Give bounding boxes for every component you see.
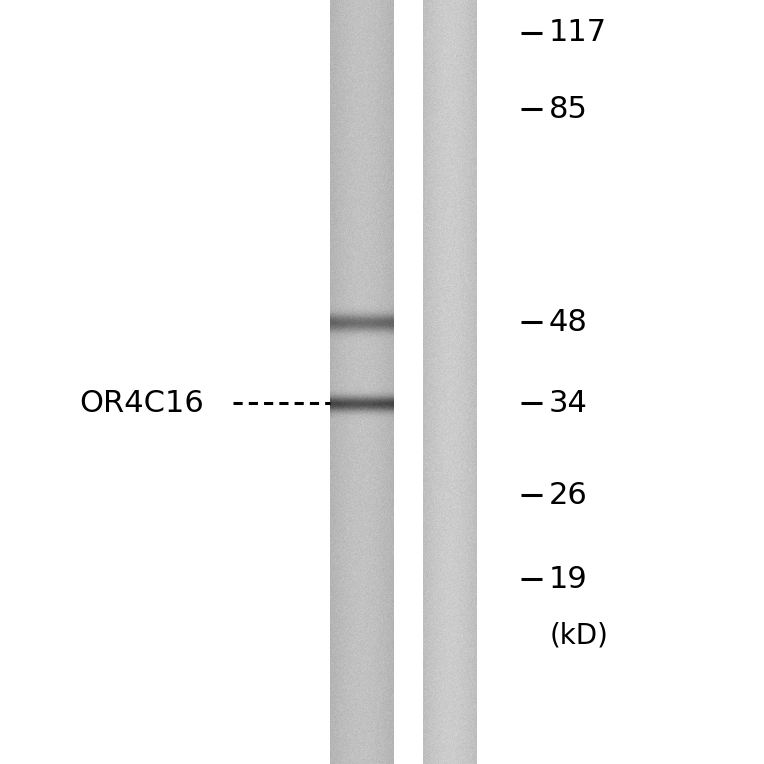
Text: 85: 85 bbox=[549, 95, 588, 124]
Text: (kD): (kD) bbox=[550, 622, 609, 649]
Text: OR4C16: OR4C16 bbox=[79, 389, 204, 418]
Text: 19: 19 bbox=[549, 565, 588, 594]
Text: 34: 34 bbox=[549, 389, 588, 418]
Text: 48: 48 bbox=[549, 308, 588, 337]
Text: 117: 117 bbox=[549, 18, 607, 47]
Text: 26: 26 bbox=[549, 481, 588, 510]
